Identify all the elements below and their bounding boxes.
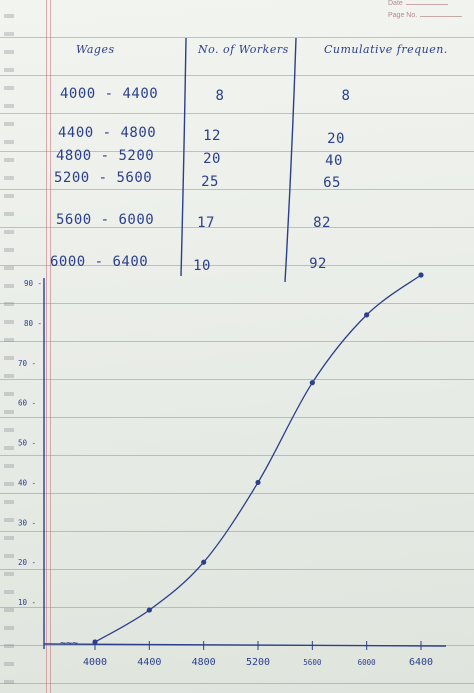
y-tick-label: 80 - bbox=[24, 319, 42, 328]
x-tick-label: 4000 bbox=[83, 657, 107, 668]
x-tick-label: 5600 bbox=[303, 658, 322, 667]
data-point-group bbox=[92, 272, 424, 645]
data-point bbox=[309, 380, 315, 386]
data-point bbox=[146, 607, 152, 613]
page-number-field: Page No. bbox=[388, 12, 463, 19]
x-tick-label: 4800 bbox=[192, 657, 216, 668]
axis-break-symbol: ~~~ bbox=[60, 638, 78, 649]
cumulative-cell: 8 bbox=[341, 88, 351, 104]
column-divider bbox=[284, 37, 297, 283]
workers-cell: 20 bbox=[203, 151, 221, 167]
y-tick-label: 20 - bbox=[18, 558, 36, 567]
x-tick-label: 6000 bbox=[358, 658, 377, 667]
workers-cell: 12 bbox=[203, 128, 221, 144]
workers-cell: 10 bbox=[193, 258, 211, 274]
ogive-curve bbox=[94, 274, 422, 643]
y-tick-label: 70 - bbox=[18, 359, 36, 368]
date-label: Date bbox=[388, 0, 403, 7]
y-tick-label: 30 - bbox=[18, 518, 36, 527]
data-point bbox=[201, 559, 207, 565]
workers-header: No. of Workers bbox=[198, 43, 289, 56]
y-tick-label: 40 - bbox=[18, 478, 36, 487]
cumulative-cell: 20 bbox=[327, 131, 345, 147]
wages-header: Wages bbox=[76, 43, 115, 56]
wages-cell: 4800 - 5200 bbox=[56, 148, 155, 164]
data-point bbox=[364, 312, 370, 318]
workers-cell: 8 bbox=[215, 88, 225, 104]
binding-holes bbox=[4, 0, 14, 693]
data-point bbox=[418, 272, 424, 278]
wages-cell: 4000 - 4400 bbox=[60, 86, 159, 102]
x-tick-label: 6400 bbox=[409, 657, 433, 668]
y-tick-label: 50 - bbox=[18, 439, 36, 448]
y-tick-label: 60 - bbox=[18, 399, 36, 408]
x-axis bbox=[43, 643, 447, 647]
cumulative-cell: 82 bbox=[313, 215, 331, 231]
y-tick-label: 90 - bbox=[24, 279, 42, 288]
data-point bbox=[92, 639, 98, 645]
y-tick-group: 10 - 20 - 30 - 40 - 50 - 60 - 70 - 80 - 90 - bbox=[18, 279, 42, 607]
cumulative-cell: 92 bbox=[309, 256, 327, 272]
column-divider bbox=[180, 37, 187, 277]
date-field: Date bbox=[388, 0, 448, 7]
cumulative-cell: 40 bbox=[325, 153, 343, 169]
wages-cell: 5200 - 5600 bbox=[54, 170, 153, 186]
y-tick-label: 10 - bbox=[18, 598, 36, 607]
x-tick-label: 5200 bbox=[246, 657, 270, 668]
cumulative-cell: 65 bbox=[323, 175, 341, 191]
x-tick-label: 4400 bbox=[137, 657, 161, 668]
workers-cell: 25 bbox=[201, 174, 219, 190]
workers-cell: 17 bbox=[197, 215, 215, 231]
page-number-label: Page No. bbox=[388, 12, 418, 19]
cumulative-header: Cumulative frequen. bbox=[324, 43, 448, 56]
margin-line-inner bbox=[50, 0, 51, 693]
wages-cell: 5600 - 6000 bbox=[56, 212, 155, 228]
margin-line bbox=[46, 0, 47, 693]
wages-cell: 4400 - 4800 bbox=[58, 125, 157, 141]
wages-cell: 6000 - 6400 bbox=[50, 254, 149, 270]
data-point bbox=[255, 479, 261, 486]
